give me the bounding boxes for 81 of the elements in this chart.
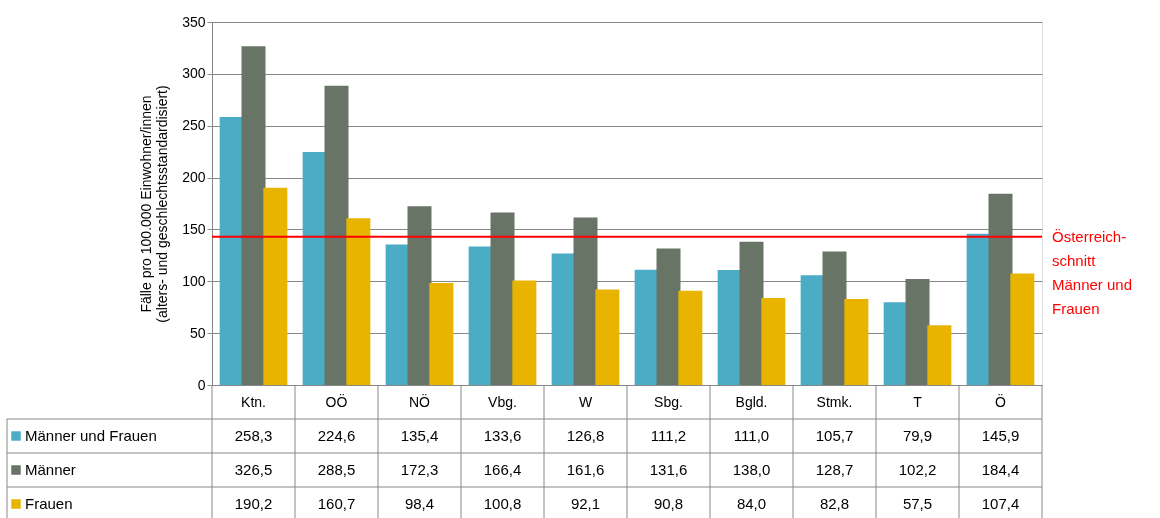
data-label: 145,9 [981, 427, 1020, 444]
bar [573, 217, 598, 385]
y-tick-label: 200 [182, 169, 206, 186]
bar [761, 297, 786, 385]
data-label: 100,8 [483, 495, 522, 512]
data-label: 126,8 [566, 427, 605, 444]
bar [1010, 273, 1035, 385]
bar [988, 193, 1013, 385]
y-tick-label: 0 [197, 376, 206, 393]
bar [429, 282, 454, 385]
data-label: 90,8 [653, 495, 684, 512]
x-tick-label: Sbg. [654, 393, 683, 410]
data-label: 161,6 [566, 461, 605, 478]
data-label: 288,5 [317, 461, 356, 478]
y-axis-title: Fälle pro 100.000 Einwohner/innen (alters- und geschlechtsstandardisiert) [138, 85, 171, 323]
y-tick-label: 350 [182, 13, 206, 30]
bar [966, 233, 991, 385]
bar [800, 275, 825, 385]
legend-label: Männer [25, 461, 76, 478]
data-label: 172,3 [400, 461, 439, 478]
bar [927, 325, 952, 385]
data-label: 326,5 [234, 461, 273, 478]
bar [241, 46, 266, 385]
bar [407, 206, 432, 385]
data-label: 102,2 [898, 461, 937, 478]
x-tick-label: Bgld. [735, 393, 768, 410]
legend-label: Männer und Frauen [25, 427, 157, 444]
bar [385, 244, 410, 385]
data-label: 190,2 [234, 495, 273, 512]
x-tick-label: NÖ [409, 392, 431, 410]
bar [717, 269, 742, 385]
x-tick-label: Vbg. [488, 393, 517, 410]
data-label: 166,4 [483, 461, 522, 478]
data-label: 128,7 [815, 461, 854, 478]
bar [512, 280, 537, 385]
x-tick-label: T [913, 393, 923, 410]
y-tick-label: 100 [182, 272, 206, 289]
data-label: 160,7 [317, 495, 356, 512]
data-label: 184,4 [981, 461, 1020, 478]
bar [656, 248, 681, 385]
data-label: 107,4 [981, 495, 1020, 512]
data-label: 57,5 [902, 495, 933, 512]
data-label: 133,6 [483, 427, 522, 444]
bar [883, 302, 908, 385]
bar [905, 279, 930, 385]
x-tick-label: OÖ [325, 392, 348, 410]
data-label: 84,0 [736, 495, 767, 512]
data-label: 111,0 [733, 427, 770, 444]
data-label: 131,6 [649, 461, 688, 478]
bar [595, 289, 620, 385]
bar [678, 290, 703, 385]
bar [634, 269, 659, 385]
data-label: 224,6 [317, 427, 356, 444]
bar [822, 251, 847, 385]
data-label: 138,0 [732, 461, 771, 478]
bar [324, 85, 349, 385]
bar [739, 241, 764, 385]
data-label: 258,3 [234, 427, 273, 444]
data-label: 98,4 [404, 495, 435, 512]
bar [551, 253, 576, 385]
x-tick-label: W [578, 393, 593, 410]
data-label: 105,7 [815, 427, 854, 444]
data-label: 92,1 [570, 495, 601, 512]
data-label: 79,9 [902, 427, 933, 444]
bar [263, 187, 288, 385]
y-tick-label: 250 [182, 117, 206, 134]
data-label: 82,8 [819, 495, 850, 512]
x-tick-label: Stmk. [816, 393, 853, 410]
y-tick-label: 50 [189, 324, 206, 341]
y-tick-label: 150 [182, 220, 206, 237]
x-tick-label: Ktn. [241, 393, 266, 410]
bar [219, 117, 244, 385]
data-label: 135,4 [400, 427, 439, 444]
legend-label: Frauen [25, 495, 73, 512]
x-tick-label: Ö [995, 392, 1007, 410]
bar [346, 218, 371, 385]
ref-line-label: Österreich- schnitt Männer und Frauen [1052, 227, 1133, 317]
bar [468, 246, 493, 385]
y-tick-label: 300 [182, 65, 206, 82]
data-label: 111,2 [650, 427, 687, 444]
bar [844, 299, 869, 385]
